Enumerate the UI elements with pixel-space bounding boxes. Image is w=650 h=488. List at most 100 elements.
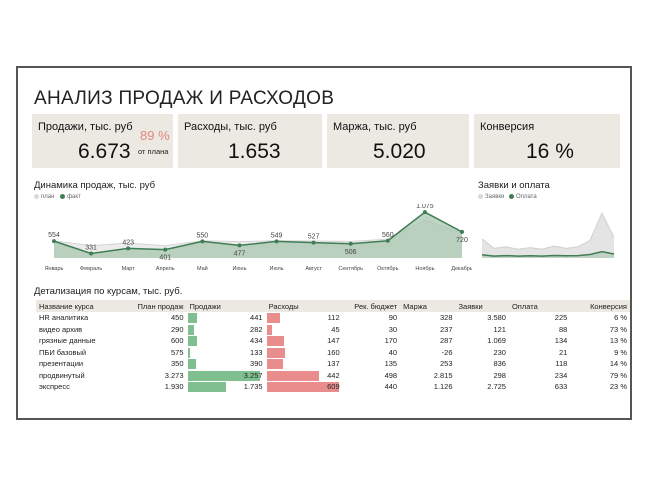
- leads-cell: 1.069: [487, 336, 506, 346]
- col-conversion[interactable]: Конверсия: [570, 300, 630, 312]
- fact-area: [54, 212, 462, 258]
- expenses-cell: 45: [266, 324, 343, 336]
- expenses-cell: 112: [266, 312, 343, 324]
- col-margin[interactable]: Маржа: [400, 300, 456, 312]
- fact-point: [200, 239, 205, 244]
- x-tick-label: Сентябрь: [338, 266, 363, 272]
- plan-cell: 290: [170, 324, 184, 334]
- col-leads[interactable]: Заявки: [455, 300, 509, 312]
- course-cell: видео архив: [39, 324, 83, 334]
- col-expenses[interactable]: Расходы: [265, 300, 343, 312]
- conversion-cell: 14 %: [609, 359, 627, 369]
- data-label: 527: [308, 234, 320, 241]
- margin-label: Маржа, тыс. руб: [333, 121, 417, 133]
- expenses-value: 1.653: [228, 140, 281, 163]
- sales-chart-legend: план факт: [34, 194, 81, 200]
- sales-label: Продажи, тыс. руб: [38, 121, 133, 133]
- data-label: 550: [197, 232, 209, 239]
- conversion-cell: 13 %: [609, 336, 627, 346]
- table-row[interactable]: видео архив 290 282 45 30 237 121 88 73 %: [36, 324, 630, 336]
- leads-cell: 121: [493, 324, 506, 334]
- leads-cell: 2.725: [487, 382, 506, 392]
- expenses-bar: [266, 324, 272, 335]
- col-course[interactable]: Название курса: [36, 300, 122, 312]
- col-sales[interactable]: Продажи: [186, 300, 266, 312]
- conversion-label: Конверсия: [480, 121, 535, 133]
- cell-value: 137: [327, 359, 340, 369]
- margin-cell: 328: [439, 313, 453, 323]
- sales-bar: [187, 382, 226, 392]
- margin-value: 5.020: [373, 140, 426, 163]
- x-tick-label: Март: [122, 266, 136, 272]
- col-budget[interactable]: Рек. бюджет: [342, 300, 401, 312]
- table-row[interactable]: ПБИ базовый 575 133 160 40 -26 230 21 9 %: [36, 347, 630, 359]
- data-label: 560: [382, 232, 394, 239]
- margin-card[interactable]: Маржа, тыс. руб 5.020: [327, 114, 469, 168]
- cell-value: 609: [327, 382, 340, 392]
- sales-cell: 3.257: [187, 370, 266, 382]
- sales-cell: 434: [187, 335, 266, 347]
- sales-cell: 390: [187, 358, 266, 370]
- cell-value: 112: [327, 313, 340, 323]
- table-row[interactable]: HR аналитика 450 441 112 90 328 3.580 225 6 %: [36, 312, 630, 324]
- paid-line: [481, 250, 615, 257]
- plan-cell: 600: [170, 336, 184, 346]
- fact-point: [274, 239, 279, 244]
- margin-cell: 237: [439, 324, 453, 334]
- detail-table: Название курса План продаж Продажи Расхо…: [36, 300, 630, 393]
- fact-point: [237, 243, 242, 248]
- sales-bar: [187, 336, 198, 346]
- conversion-value: 16 %: [526, 140, 574, 163]
- sales-bar: [187, 313, 198, 323]
- budget-cell: 170: [384, 336, 398, 346]
- leads-cell: 3.580: [487, 313, 506, 323]
- dashboard-frame: АНАЛИЗ ПРОДАЖ И РАСХОДОВ Продажи, тыс. р…: [16, 66, 632, 420]
- x-tick-label: Июнь: [232, 266, 246, 272]
- legend-leads: Заявки: [485, 194, 505, 201]
- col-paid[interactable]: Оплата: [508, 300, 571, 312]
- course-cell: грязные данные: [39, 336, 96, 346]
- conversion-card[interactable]: Конверсия 16 %: [474, 114, 620, 168]
- leads-chart-title: Заявки и оплата: [478, 180, 550, 191]
- plan-cell: 3.273: [164, 370, 184, 380]
- col-plan[interactable]: План продаж: [121, 300, 187, 312]
- table-row[interactable]: экспресс 1.930 1.735 609 440 1.126 2.725 633 23 …: [36, 381, 630, 393]
- cell-value: 147: [327, 336, 340, 346]
- table-row[interactable]: грязные данные 600 434 147 170 287 1.069 134 13 …: [36, 335, 630, 347]
- sales-cell: 1.735: [187, 381, 266, 393]
- plan-cell: 450: [170, 313, 184, 323]
- expenses-bar: [266, 359, 283, 369]
- expenses-bar: [266, 382, 339, 392]
- expenses-cell: 160: [266, 347, 343, 359]
- paid-cell: 118: [555, 359, 568, 369]
- cell-value: 441: [250, 313, 263, 323]
- expenses-card[interactable]: Расходы, тыс. руб 1.653: [178, 114, 322, 168]
- data-label: 401: [159, 255, 171, 262]
- conversion-cell: 9 %: [614, 347, 627, 357]
- table-row[interactable]: презентации 350 390 137 135 253 836 118 14 %: [36, 358, 630, 370]
- leads-line: [481, 212, 615, 250]
- paid-cell: 88: [558, 324, 568, 334]
- sales-card[interactable]: Продажи, тыс. руб 6.673 89 % от плана: [32, 114, 173, 168]
- cell-value: 1.735: [243, 382, 263, 392]
- margin-cell: 2.815: [433, 370, 453, 380]
- x-tick-label: Июль: [270, 266, 284, 272]
- conversion-cell: 79 %: [609, 370, 627, 380]
- expenses-bar: [266, 370, 319, 381]
- conversion-cell: 6 %: [614, 313, 627, 323]
- data-label: 331: [85, 245, 97, 252]
- page-title: АНАЛИЗ ПРОДАЖ И РАСХОДОВ: [34, 88, 335, 109]
- table-title: Детализация по курсам, тыс. руб.: [34, 286, 183, 297]
- x-tick-label: Январь: [45, 266, 64, 272]
- data-label: 477: [234, 250, 246, 257]
- fact-point: [385, 238, 390, 243]
- sales-cell: 441: [187, 312, 266, 324]
- data-label: 423: [122, 239, 134, 246]
- legend-fact: факт: [67, 194, 81, 201]
- table-header-row: Название курса План продаж Продажи Расхо…: [36, 300, 630, 312]
- course-cell: продвинутый: [39, 370, 85, 380]
- fact-point: [348, 241, 353, 246]
- table-row[interactable]: продвинутый 3.273 3.257 442 498 2.815 298 234 79…: [36, 370, 630, 382]
- fact-point: [311, 240, 316, 245]
- x-tick-label: Февраль: [80, 266, 102, 272]
